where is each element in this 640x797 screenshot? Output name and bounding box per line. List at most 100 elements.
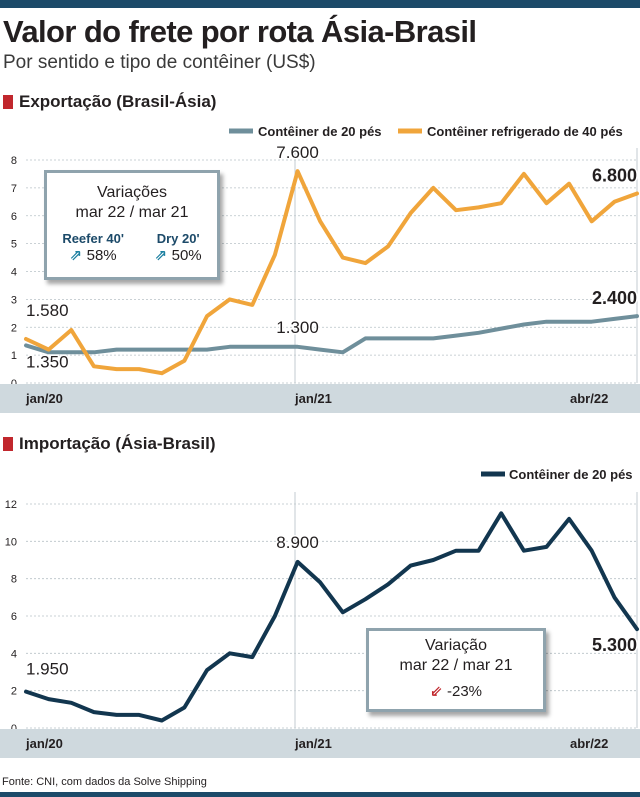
y-tick-label: 5 [11, 239, 17, 251]
export-section-title: Exportação (Brasil-Ásia) [3, 92, 216, 112]
data-point [568, 321, 570, 323]
data-label: 1.950 [26, 660, 69, 679]
y-tick-label: 6 [11, 611, 17, 623]
data-point [342, 611, 344, 613]
data-point [229, 652, 231, 654]
data-point [297, 561, 299, 563]
data-point [138, 714, 140, 716]
data-point [545, 202, 548, 204]
data-point [568, 183, 570, 185]
data-point [25, 344, 27, 346]
import-box-title-line1: Variação [425, 637, 487, 654]
data-point [523, 323, 525, 326]
x-tick-label: abr/22 [570, 391, 608, 406]
data-point [297, 346, 299, 348]
data-point [274, 254, 276, 256]
data-point [455, 550, 457, 552]
data-point [432, 187, 434, 189]
top-accent-bar [0, 0, 640, 8]
data-point [161, 719, 163, 722]
data-point [500, 328, 502, 330]
data-point [545, 546, 548, 548]
x-tick-label: jan/21 [294, 736, 332, 751]
import-variation-box: Variação mar 22 / mar 21 ⇙ -23% [366, 628, 546, 712]
data-point [613, 318, 616, 320]
page-subtitle: Por sentido e tipo de contêiner (US$) [3, 52, 316, 73]
y-tick-label: 12 [5, 499, 17, 511]
section-marker-square [3, 95, 13, 109]
section-marker-square [3, 437, 13, 451]
data-point [206, 349, 208, 351]
data-point [229, 346, 231, 348]
page-title: Valor do frete por rota Ásia-Brasil [3, 14, 477, 49]
x-tick-label: abr/22 [570, 736, 608, 751]
data-point [25, 338, 27, 340]
data-point [319, 220, 321, 222]
data-point [183, 706, 185, 709]
data-point [183, 349, 185, 351]
data-point [432, 337, 434, 339]
x-tick-label: jan/20 [25, 736, 63, 751]
data-point [161, 349, 163, 351]
data-point [591, 321, 593, 323]
data-point [183, 360, 185, 362]
data-label: 1.580 [26, 301, 69, 320]
data-point [455, 335, 457, 337]
down-arrow-icon: ⇙ [429, 683, 443, 700]
data-point [342, 351, 344, 353]
data-point [297, 170, 299, 172]
data-point [478, 206, 480, 208]
export-box-title-line1: Variações [97, 184, 167, 201]
data-point [613, 596, 616, 598]
data-point [274, 346, 276, 348]
data-point [410, 212, 412, 214]
data-point [70, 351, 72, 353]
data-point [500, 512, 502, 514]
data-label: 6.800 [592, 165, 637, 185]
dry-label: Dry 20' [156, 231, 200, 246]
data-point [229, 298, 231, 300]
y-tick-label: 6 [11, 211, 17, 223]
data-point [387, 245, 389, 247]
x-tick-label: jan/21 [294, 391, 332, 406]
up-arrow-icon: ⇗ [69, 247, 83, 264]
data-point [251, 304, 253, 306]
data-point [387, 583, 389, 585]
source-note: Fonte: CNI, com dados da Solve Shipping [2, 776, 207, 788]
data-point [364, 598, 366, 600]
data-point [251, 346, 253, 348]
data-label: 1.300 [276, 318, 319, 337]
dry-value: 50% [171, 247, 202, 264]
data-label: 2.400 [592, 288, 637, 308]
y-tick-label: 2 [11, 322, 17, 334]
data-point [48, 349, 50, 351]
data-point [93, 351, 95, 353]
legend-label: Contêiner refrigerado de 40 pés [427, 124, 623, 139]
export-section-title-text: Exportação (Brasil-Ásia) [19, 92, 217, 111]
data-point [500, 202, 502, 204]
series-line-1 [24, 511, 639, 723]
export-variation-box: Variações mar 22 / mar 21 Reefer 40' ⇗ 5… [44, 170, 220, 280]
data-point [115, 368, 118, 370]
data-point [636, 628, 638, 630]
data-point [93, 711, 95, 713]
data-point [478, 550, 480, 552]
y-tick-label: 10 [5, 536, 17, 548]
data-label: 8.900 [276, 533, 319, 552]
data-point [364, 337, 366, 339]
data-point [48, 351, 50, 353]
import-section-title: Importação (Ásia-Brasil) [3, 434, 216, 454]
data-point [410, 565, 412, 567]
y-tick-label: 8 [11, 155, 17, 167]
reefer-value: 58% [86, 247, 117, 264]
data-point [115, 349, 118, 351]
legend-label: Contêiner de 20 pés [509, 467, 633, 482]
y-tick-label: 2 [11, 686, 17, 698]
data-point [364, 262, 366, 264]
data-point [274, 615, 276, 617]
data-point [613, 201, 616, 203]
data-point [455, 209, 457, 211]
up-arrow-icon: ⇗ [154, 247, 168, 264]
data-label: 1.350 [26, 352, 69, 371]
data-point [251, 656, 253, 658]
